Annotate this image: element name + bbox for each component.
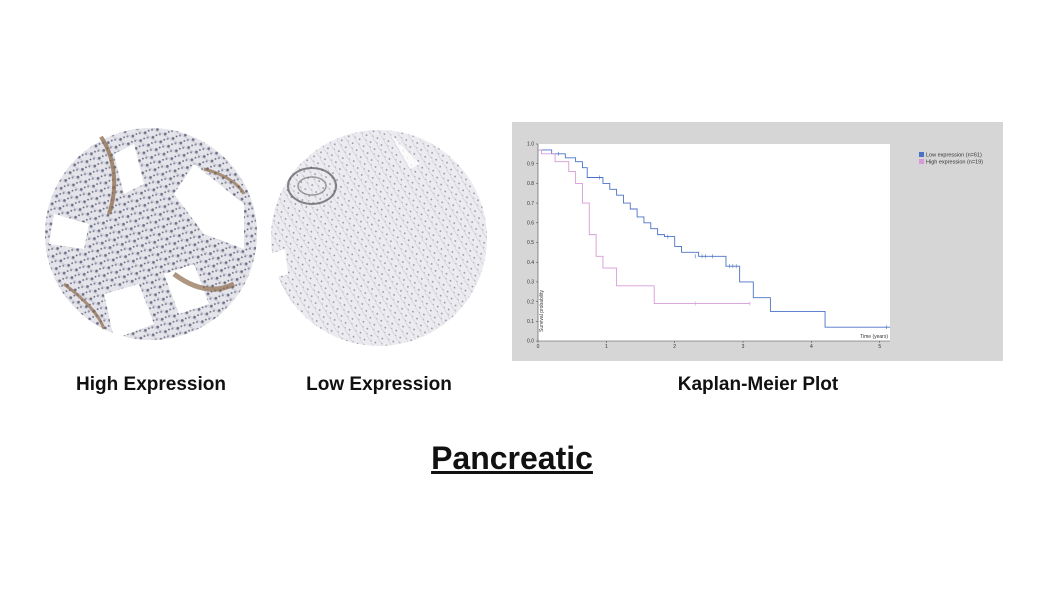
y-axis-title: Survival probability [539,290,545,332]
page-title: Pancreatic [431,440,593,476]
x-tick-label: 0 [537,344,540,350]
x-tick-label: 3 [742,344,745,350]
y-tick-label: 0.1 [527,319,534,325]
x-tick-label: 4 [810,344,813,350]
low-expression-caption: Low Expression [306,374,452,395]
x-tick-label: 1 [605,344,608,350]
high-expression-tissue-drawing [45,128,257,340]
legend-swatch [919,159,924,164]
y-tick-label: 0.3 [527,280,534,286]
kaplan-meier-chart: 0 1 2 3 4 5 0.0 0.1 0.2 0.3 0.4 0.5 0.6 0.7 0.8 0.9 1.0 T… [527,142,983,350]
x-axis-title: Time (years) [860,334,888,340]
kaplan-meier-caption: Kaplan-Meier Plot [677,374,839,395]
low-expression-tissue-image [270,124,488,352]
legend-label: Low expression (n=61) [926,153,982,159]
high-expression-tissue-image [44,124,258,344]
low-expression-tissue-drawing [270,130,487,346]
y-tick-label: 0.8 [527,181,534,187]
chart-series [538,149,890,328]
legend-swatch [919,152,924,157]
y-tick-label: 0.9 [527,161,534,167]
kaplan-meier-plot: 0 1 2 3 4 5 0.0 0.1 0.2 0.3 0.4 0.5 0.6 0.7 0.8 0.9 1.0 T… [512,122,1003,361]
high-expression-caption: High Expression [76,374,226,395]
series-line-1 [538,149,750,305]
y-tick-label: 0.7 [527,201,534,207]
y-tick-label: 0.6 [527,221,534,227]
chart-legend: Low expression (n=61)High expression (n=… [919,152,983,166]
chart-censor-marks [558,151,887,330]
x-tick-label: 5 [878,344,881,350]
x-tick-label: 2 [673,344,676,350]
y-tick-label: 0.0 [527,339,534,345]
y-tick-label: 0.5 [527,240,534,246]
plot-area [538,144,890,341]
chart-axes: 0 1 2 3 4 5 0.0 0.1 0.2 0.3 0.4 0.5 0.6 0.7 0.8 0.9 1.0 T… [527,142,890,350]
y-tick-label: 0.2 [527,299,534,305]
series-line-0 [538,149,890,328]
legend-label: High expression (n=19) [926,160,983,166]
y-tick-label: 0.4 [527,260,534,266]
y-tick-label: 1.0 [527,142,534,148]
